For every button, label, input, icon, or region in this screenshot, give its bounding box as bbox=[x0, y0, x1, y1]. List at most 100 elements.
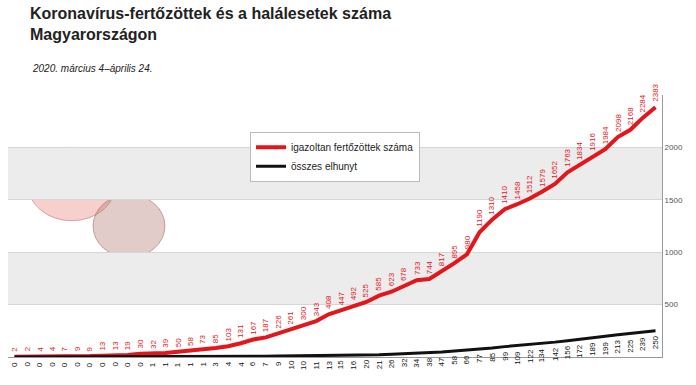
svg-text:4: 4 bbox=[48, 346, 57, 351]
svg-text:492: 492 bbox=[349, 286, 358, 300]
svg-text:66: 66 bbox=[462, 355, 471, 364]
svg-text:0: 0 bbox=[35, 362, 44, 367]
svg-text:678: 678 bbox=[399, 267, 408, 281]
svg-text:1: 1 bbox=[199, 361, 208, 366]
svg-text:1: 1 bbox=[186, 362, 195, 367]
svg-text:58: 58 bbox=[450, 355, 459, 364]
svg-text:3: 3 bbox=[211, 362, 220, 367]
svg-text:4: 4 bbox=[224, 361, 233, 366]
svg-text:igazoltan fertőzöttek száma: igazoltan fertőzöttek száma bbox=[291, 142, 413, 153]
svg-text:9: 9 bbox=[73, 346, 82, 351]
svg-text:250: 250 bbox=[651, 335, 660, 349]
svg-text:895: 895 bbox=[450, 245, 459, 259]
svg-text:733: 733 bbox=[413, 261, 422, 275]
svg-text:73: 73 bbox=[198, 334, 207, 343]
svg-text:38: 38 bbox=[425, 357, 434, 366]
svg-text:26: 26 bbox=[387, 359, 396, 368]
svg-text:58: 58 bbox=[186, 336, 195, 345]
svg-text:30: 30 bbox=[136, 339, 145, 348]
svg-text:226: 226 bbox=[274, 315, 283, 329]
svg-text:225: 225 bbox=[626, 339, 635, 353]
svg-text:2284: 2284 bbox=[638, 94, 647, 112]
svg-text:47: 47 bbox=[437, 357, 446, 366]
svg-text:1310: 1310 bbox=[487, 196, 496, 214]
svg-text:131: 131 bbox=[236, 324, 245, 338]
svg-text:1: 1 bbox=[148, 362, 157, 367]
svg-text:21: 21 bbox=[375, 360, 384, 369]
svg-text:0: 0 bbox=[85, 362, 94, 367]
svg-text:6: 6 bbox=[248, 361, 257, 366]
svg-text:172: 172 bbox=[575, 344, 584, 358]
svg-text:1500: 1500 bbox=[665, 196, 683, 205]
svg-text:0: 0 bbox=[48, 362, 57, 367]
svg-text:85: 85 bbox=[211, 334, 220, 343]
svg-text:1458: 1458 bbox=[513, 181, 522, 199]
svg-text:1410: 1410 bbox=[500, 186, 509, 204]
svg-text:13: 13 bbox=[98, 341, 107, 350]
svg-text:408: 408 bbox=[324, 295, 333, 309]
svg-text:Koronavírus-fertőzöttek és a h: Koronavírus-fertőzöttek és a halálesetek… bbox=[30, 5, 391, 43]
svg-text:2098: 2098 bbox=[614, 114, 623, 132]
svg-text:156: 156 bbox=[563, 345, 572, 359]
svg-text:525: 525 bbox=[361, 284, 370, 298]
svg-text:585: 585 bbox=[374, 277, 383, 291]
svg-text:20: 20 bbox=[362, 359, 371, 368]
svg-text:744: 744 bbox=[425, 260, 434, 274]
svg-text:2168: 2168 bbox=[626, 107, 635, 125]
svg-text:500: 500 bbox=[665, 300, 679, 309]
svg-text:4: 4 bbox=[237, 362, 246, 367]
svg-text:0: 0 bbox=[136, 362, 145, 367]
svg-text:2020. március 4–április 24.: 2020. március 4–április 24. bbox=[32, 63, 153, 74]
svg-text:817: 817 bbox=[437, 252, 446, 266]
svg-text:32: 32 bbox=[149, 339, 158, 348]
svg-text:0: 0 bbox=[23, 362, 32, 367]
svg-text:213: 213 bbox=[613, 340, 622, 354]
svg-text:122: 122 bbox=[526, 349, 535, 363]
svg-text:1984: 1984 bbox=[601, 126, 610, 144]
svg-text:16: 16 bbox=[349, 360, 358, 369]
svg-text:15: 15 bbox=[336, 360, 345, 369]
svg-text:0: 0 bbox=[60, 362, 69, 367]
svg-text:19: 19 bbox=[123, 341, 132, 350]
svg-text:99: 99 bbox=[501, 351, 510, 360]
svg-text:2000: 2000 bbox=[665, 143, 683, 152]
svg-text:9: 9 bbox=[274, 361, 283, 366]
svg-text:13: 13 bbox=[111, 341, 120, 350]
svg-text:623: 623 bbox=[387, 272, 396, 286]
svg-text:447: 447 bbox=[337, 292, 346, 306]
svg-text:77: 77 bbox=[475, 354, 484, 363]
svg-text:134: 134 bbox=[537, 348, 546, 362]
svg-text:167: 167 bbox=[249, 321, 258, 335]
svg-text:239: 239 bbox=[638, 337, 647, 351]
svg-text:0: 0 bbox=[98, 362, 107, 367]
svg-text:199: 199 bbox=[601, 341, 610, 355]
svg-text:9: 9 bbox=[85, 346, 94, 351]
svg-text:343: 343 bbox=[312, 302, 321, 316]
svg-text:1: 1 bbox=[161, 362, 170, 367]
svg-text:109: 109 bbox=[513, 351, 522, 365]
svg-text:32: 32 bbox=[400, 358, 409, 367]
svg-text:0: 0 bbox=[123, 362, 132, 367]
svg-text:189: 189 bbox=[588, 342, 597, 356]
svg-text:11: 11 bbox=[312, 361, 321, 370]
svg-text:0: 0 bbox=[10, 362, 19, 367]
svg-text:10: 10 bbox=[287, 360, 296, 369]
svg-text:10: 10 bbox=[299, 361, 308, 370]
svg-text:1512: 1512 bbox=[525, 175, 534, 193]
svg-text:4: 4 bbox=[36, 347, 45, 352]
svg-text:összes elhunyt: összes elhunyt bbox=[291, 161, 357, 172]
svg-text:980: 980 bbox=[463, 235, 472, 249]
svg-text:2: 2 bbox=[10, 347, 19, 352]
svg-text:13: 13 bbox=[325, 360, 334, 369]
svg-text:39: 39 bbox=[161, 338, 170, 347]
svg-text:7: 7 bbox=[261, 362, 270, 367]
svg-text:7: 7 bbox=[60, 347, 69, 352]
svg-text:50: 50 bbox=[174, 338, 183, 347]
svg-text:261: 261 bbox=[286, 311, 295, 325]
svg-text:1190: 1190 bbox=[475, 209, 484, 227]
svg-text:142: 142 bbox=[551, 347, 560, 361]
svg-text:1000: 1000 bbox=[665, 248, 683, 257]
svg-text:2383: 2383 bbox=[651, 83, 660, 101]
svg-text:1652: 1652 bbox=[550, 160, 559, 178]
svg-text:1: 1 bbox=[173, 362, 182, 367]
